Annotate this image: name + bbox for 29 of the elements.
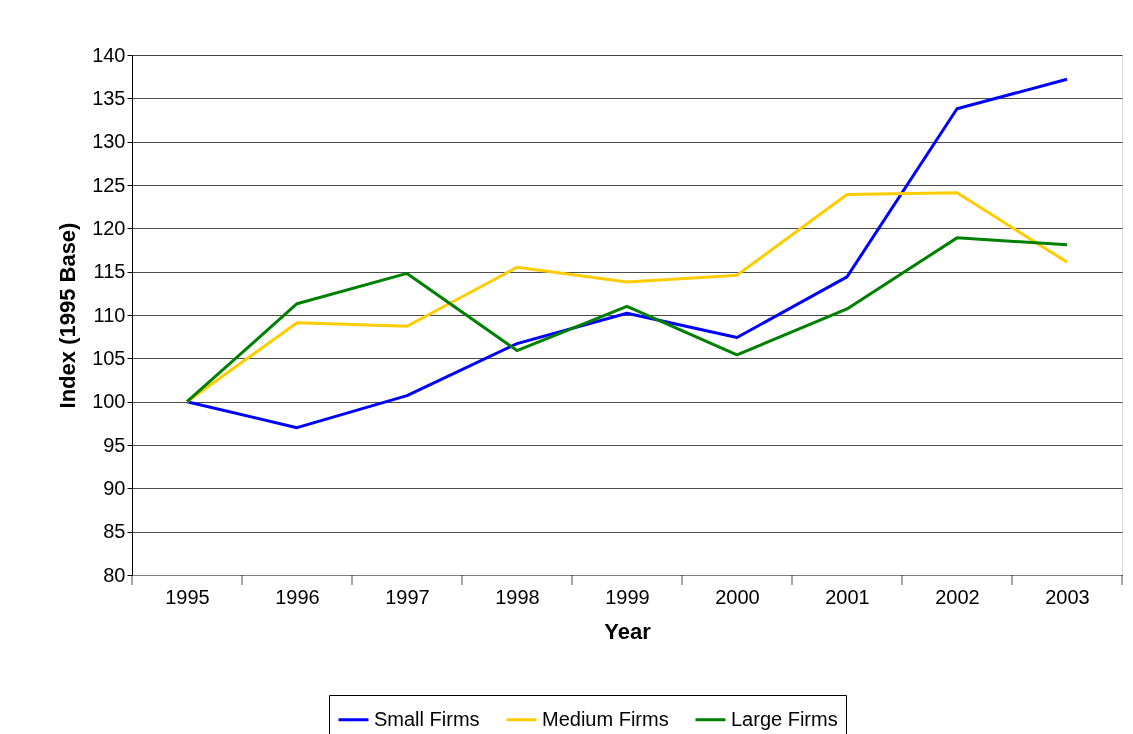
y-tick-label: 100 [92,390,126,413]
legend-label: Large Firms [731,707,838,730]
x-tick-label: 1997 [385,585,430,608]
y-tick-label: 85 [103,520,126,543]
y-tick-label: 130 [92,130,126,153]
x-tick-label: 1996 [275,585,320,608]
x-tick-label: 2002 [935,585,980,608]
legend-label: Medium Firms [542,707,669,730]
y-tick-label: 140 [92,43,126,66]
x-tick-label: 1995 [165,585,210,608]
line-series [185,77,1069,430]
x-tick-label: 1998 [495,585,540,608]
y-tick-label: 80 [103,563,126,586]
y-tick-label: 95 [103,433,126,456]
x-tick-label: 2001 [825,585,870,608]
y-tick-label: 135 [92,86,126,109]
y-tick-label: 125 [92,173,126,196]
y-axis-title: Index (1995 Base) [55,222,81,409]
legend-label: Small Firms [374,707,480,730]
x-tick-label: 1999 [605,585,650,608]
y-tick-label: 120 [92,216,126,239]
y-tick-label: 90 [103,476,126,499]
line-series [185,236,1069,404]
y-tick-label: 115 [93,260,126,283]
y-tick-label: 110 [93,303,126,326]
x-axis-title: Year [604,618,652,644]
y-tick-label: 105 [92,346,126,369]
x-tick-label: 2003 [1045,585,1090,608]
x-tick-label: 2000 [715,585,760,608]
